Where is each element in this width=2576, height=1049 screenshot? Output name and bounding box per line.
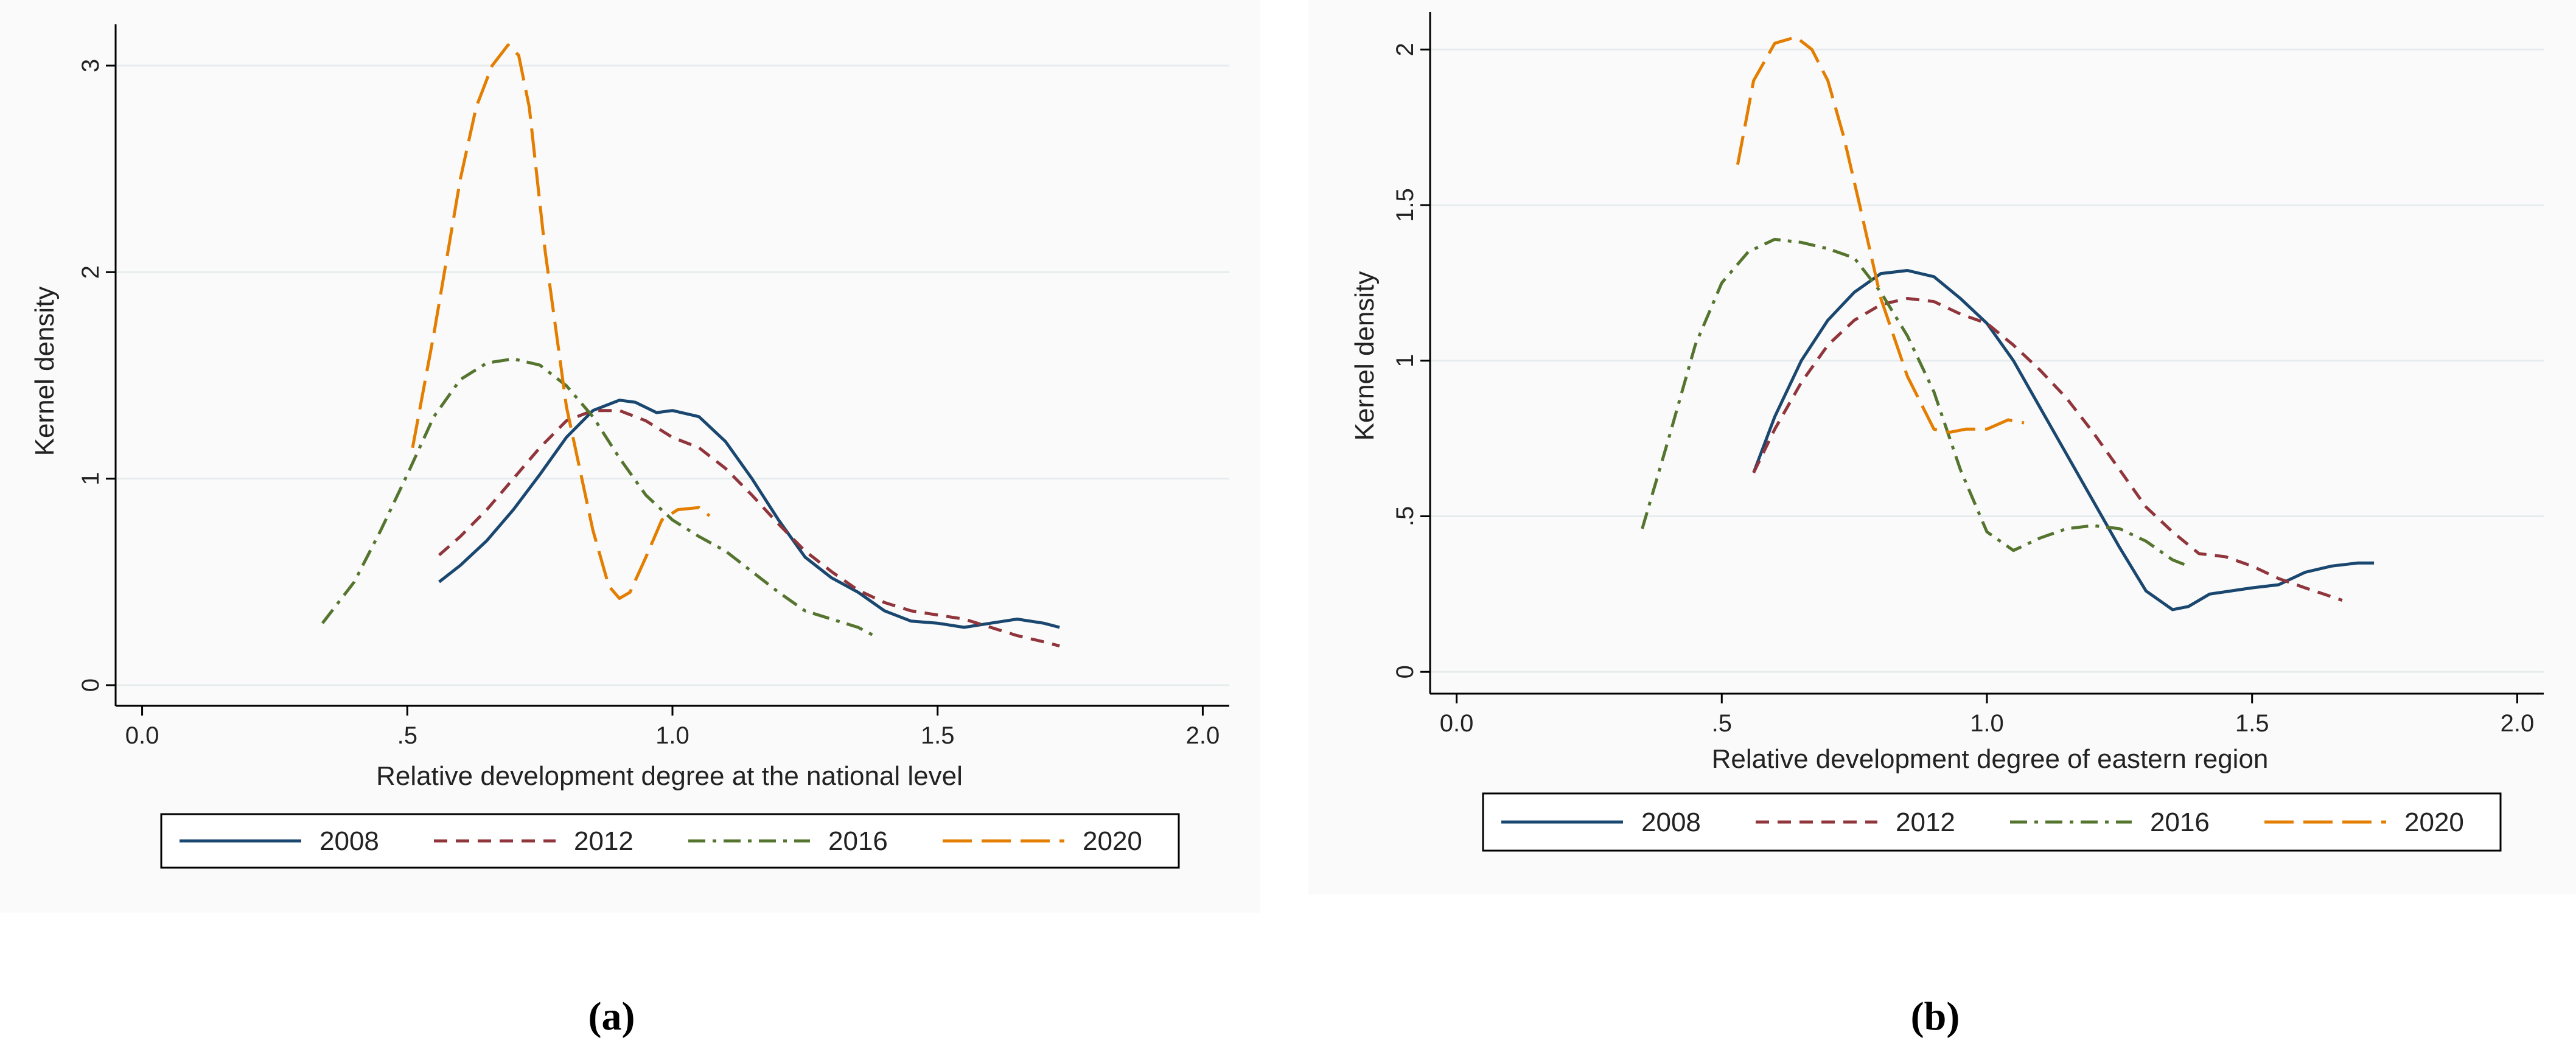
panel-b-legend-box [1482,792,2502,852]
panel-b-y-tick-label: .5 [1392,506,1419,526]
panel-a-series [321,43,1060,648]
panel-b-y-tick-label: 2 [1392,43,1419,56]
panel-b-series-2008 [1752,269,2375,612]
panel-a-y-tick-label: 0 [77,678,104,692]
panel-a-axes: 0 1 2 3 0.0 .5 1.0 1.5 2.0 [77,24,1229,749]
panel-a-x-tick-label: 1.5 [921,722,955,749]
panel-a-y-axis-title: Kernel density [30,287,60,456]
panel-b-grid [1430,48,2544,673]
panel-b-legend-label-2012: 2012 [1896,807,1955,837]
panel-b-y-tick-label: 1.5 [1392,188,1419,222]
panel-b-x-tick-label: 1.5 [2235,710,2269,737]
panel-b-x-tick-label: 1.0 [1970,710,2004,737]
panel-a-caption: (a) [588,994,635,1039]
panel-a-x-tick-label: 1.0 [655,722,689,749]
panel-b-x-tick-label: 2.0 [2501,710,2535,737]
panel-a-y-tick-label: 3 [77,59,104,72]
panel-a-legend-label-2012: 2012 [574,826,634,856]
panel-a-x-tick-label: .5 [397,722,417,749]
panel-a-y-tick-label: 2 [77,265,104,279]
panel-a-x-tick-label: 0.0 [125,722,159,749]
panel-a-grid [116,64,1229,686]
panel-b-y-tick-label: 1 [1392,354,1419,368]
panel-b-caption: (b) [1911,994,1960,1039]
panel-b: 0 .5 1 1.5 2 0.0 .5 1.0 1.5 2.0 Relative developm… [1308,0,2576,894]
panel-b-x-tick-label: .5 [1712,710,1732,737]
panel-b-background [1308,0,2576,894]
panel-a-series-2016 [321,357,875,637]
panel-a-series-2020 [411,43,711,600]
panel-a-y-tick-label: 1 [77,472,104,486]
panel-b-y-axis-title: Kernel density [1350,271,1380,441]
panel-a-legend-label-2008: 2008 [319,826,379,856]
panel-b-series-2016 [1641,237,2190,568]
panel-b-legend-label-2016: 2016 [2150,807,2210,837]
panel-a-background [0,0,1260,913]
panel-a-series-2008 [438,399,1060,629]
panel-b-y-tick-label: 0 [1392,665,1419,678]
panel-b-axes: 0 .5 1 1.5 2 0.0 .5 1.0 1.5 2.0 [1392,12,2544,737]
panel-b-series-2012 [1752,297,2343,602]
panel-b-series-2020 [1736,35,2025,434]
panel-b-x-tick-label: 0.0 [1440,710,1474,737]
panel-b-legend-label-2020: 2020 [2404,807,2464,837]
panel-b-legend-label-2008: 2008 [1641,807,1701,837]
panel-b-legend: 2008 2012 2016 2020 [1482,792,2502,852]
panel-a-series-2012 [438,409,1060,648]
panel-a-x-axis-title: Relative development degree at the natio… [376,761,963,791]
panel-b-x-axis-title: Relative development degree of eastern r… [1712,744,2269,774]
panel-b-series [1641,35,2375,612]
panel-a-x-tick-label: 2.0 [1186,722,1220,749]
panel-a-legend-label-2020: 2020 [1083,826,1142,856]
panel-a-legend: 2008 2012 2016 2020 [160,813,1180,869]
panel-a: 0 1 2 3 0.0 .5 1.0 1.5 2.0 Relative development … [0,0,1260,913]
panel-a-legend-label-2016: 2016 [828,826,888,856]
